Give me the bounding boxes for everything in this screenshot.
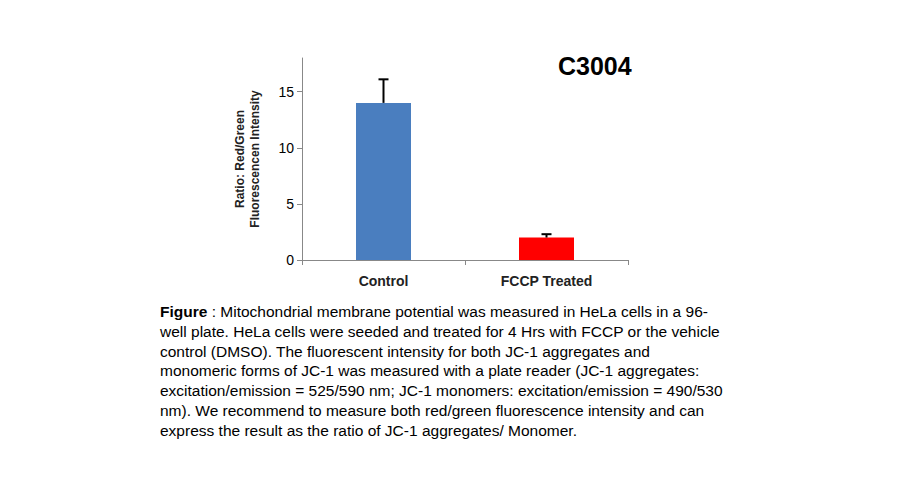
html-text:nm). We recommend to measure b: nm). We recommend to measure both red/gr… xyxy=(160,402,705,419)
svg-text:FCCP Treated: FCCP Treated xyxy=(501,273,593,289)
svg-text:C3004: C3004 xyxy=(558,52,632,80)
svg-text:15: 15 xyxy=(278,84,294,100)
html-text:control (DMSO). The fluorescen: control (DMSO). The fluorescent intensit… xyxy=(160,342,650,360)
svg-text:0: 0 xyxy=(286,252,294,268)
svg-text:Ratio: Red/Green: Ratio: Red/Green xyxy=(233,110,247,208)
svg-text:10: 10 xyxy=(278,140,294,156)
svg-text:5: 5 xyxy=(286,196,294,212)
html-text:Figure: Mitochondrial membrane: Figure: Mitochondrial membrane potential… xyxy=(160,303,708,320)
svg-text:Control: Control xyxy=(359,273,409,289)
html-text:express the result as the rati: express the result as the ratio of JC-1 … xyxy=(160,421,577,439)
svg-text:Fluorescencen Intensity: Fluorescencen Intensity xyxy=(248,90,262,228)
html-text:well plate. HeLa cells were se: well plate. HeLa cells were seeded and t… xyxy=(160,322,720,340)
html-text:monomeric forms of JC-1 was me: monomeric forms of JC-1 was measured wit… xyxy=(160,362,700,380)
html-text:excitation/emission = 525/590: excitation/emission = 525/590 nm; JC-1 m… xyxy=(160,382,723,400)
